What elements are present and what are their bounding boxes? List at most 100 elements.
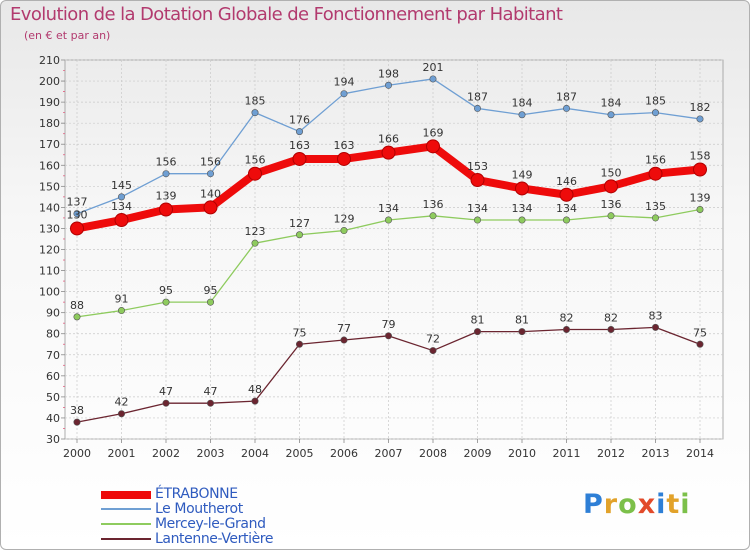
point-etrabonne — [159, 202, 173, 217]
point-etrabonne — [693, 162, 707, 177]
point-lantenne-vertiere — [518, 328, 526, 336]
x-tick-label: 2014 — [686, 447, 714, 460]
y-tick-label: 90 — [46, 307, 60, 320]
data-label-mercey-le-grand: 95 — [159, 284, 173, 297]
point-lantenne-vertiere — [118, 410, 126, 418]
y-tick-label: 150 — [39, 180, 60, 193]
y-tick-label: 140 — [39, 201, 60, 214]
data-label-le-moutherot: 156 — [156, 156, 177, 169]
data-label-le-moutherot: 198 — [378, 67, 399, 80]
point-le-moutherot — [518, 111, 526, 119]
legend-item-mercey-le-grand: Mercey-le-Grand — [101, 516, 341, 532]
data-label-etrabonne: 163 — [289, 139, 310, 152]
data-label-lantenne-vertiere: 82 — [604, 312, 618, 325]
logo-letter: i — [680, 489, 691, 520]
point-le-moutherot — [295, 128, 303, 136]
y-tick-label: 130 — [39, 222, 60, 235]
data-label-mercey-le-grand: 95 — [204, 284, 218, 297]
point-mercey-le-grand — [429, 212, 437, 220]
data-label-lantenne-vertiere: 38 — [70, 404, 84, 417]
data-label-lantenne-vertiere: 79 — [382, 318, 396, 331]
y-tick-label: 190 — [39, 96, 60, 109]
data-label-etrabonne: 158 — [690, 149, 711, 162]
point-lantenne-vertiere — [207, 399, 215, 407]
data-label-lantenne-vertiere: 75 — [693, 326, 707, 339]
y-tick-label: 170 — [39, 138, 60, 151]
point-le-moutherot — [162, 170, 170, 178]
data-label-lantenne-vertiere: 81 — [515, 314, 529, 327]
data-label-mercey-le-grand: 136 — [423, 198, 444, 211]
logo-letter: x — [637, 489, 657, 520]
logo-letter: P — [583, 489, 604, 520]
point-le-moutherot — [251, 109, 259, 117]
data-label-le-moutherot: 185 — [645, 95, 666, 108]
point-le-moutherot — [207, 170, 215, 178]
point-lantenne-vertiere — [651, 323, 659, 331]
point-mercey-le-grand — [651, 214, 659, 222]
data-label-le-moutherot: 187 — [467, 90, 488, 103]
x-tick-label: 2009 — [464, 447, 492, 460]
legend-item-etrabonne: ÉTRABONNE — [101, 486, 341, 502]
data-label-lantenne-vertiere: 77 — [337, 322, 351, 335]
data-label-le-moutherot: 145 — [111, 179, 132, 192]
data-label-mercey-le-grand: 127 — [289, 217, 310, 230]
x-tick-label: 2012 — [597, 447, 625, 460]
point-etrabonne — [648, 166, 663, 181]
point-lantenne-vertiere — [73, 418, 81, 426]
data-label-lantenne-vertiere: 47 — [204, 385, 218, 398]
chart-subtitle: (en € et par an) — [24, 29, 111, 42]
point-lantenne-vertiere — [295, 340, 303, 348]
legend-label-mercey-le-grand: Mercey-le-Grand — [155, 516, 266, 532]
legend-item-lantenne-vertiere: Lantenne-Vertière — [101, 531, 341, 547]
point-etrabonne — [559, 187, 574, 202]
data-label-etrabonne: 153 — [467, 160, 488, 173]
point-lantenne-vertiere — [696, 340, 704, 348]
point-le-moutherot — [73, 210, 81, 218]
point-etrabonne — [292, 151, 307, 166]
data-label-etrabonne: 150 — [601, 166, 622, 179]
data-label-lantenne-vertiere: 72 — [426, 333, 440, 346]
data-label-etrabonne: 163 — [334, 139, 355, 152]
point-le-moutherot — [429, 75, 437, 83]
data-label-lantenne-vertiere: 42 — [115, 396, 129, 409]
point-lantenne-vertiere — [562, 326, 570, 334]
data-label-lantenne-vertiere: 75 — [293, 326, 307, 339]
point-mercey-le-grand — [295, 231, 303, 239]
x-tick-label: 2000 — [63, 447, 91, 460]
point-mercey-le-grand — [696, 205, 704, 213]
legend-swatch-lantenne-vertiere — [101, 538, 151, 540]
data-label-mercey-le-grand: 129 — [334, 213, 355, 226]
data-label-mercey-le-grand: 91 — [115, 293, 129, 306]
y-tick-label: 210 — [39, 54, 60, 67]
point-lantenne-vertiere — [607, 326, 615, 334]
x-tick-label: 2008 — [419, 447, 447, 460]
point-lantenne-vertiere — [429, 347, 437, 355]
point-mercey-le-grand — [73, 313, 81, 321]
data-label-etrabonne: 130 — [67, 208, 88, 221]
data-label-le-moutherot: 185 — [245, 95, 266, 108]
point-mercey-le-grand — [162, 298, 170, 306]
x-tick-label: 2011 — [553, 447, 581, 460]
point-etrabonne — [381, 145, 396, 160]
data-label-mercey-le-grand: 139 — [690, 191, 711, 204]
legend-label-etrabonne: ÉTRABONNE — [155, 486, 238, 502]
data-label-mercey-le-grand: 134 — [556, 202, 577, 215]
y-tick-label: 40 — [46, 412, 60, 425]
point-lantenne-vertiere — [384, 332, 392, 340]
point-le-moutherot — [384, 81, 392, 89]
point-etrabonne — [426, 139, 440, 154]
y-tick-label: 180 — [39, 117, 60, 130]
data-label-etrabonne: 140 — [200, 187, 221, 200]
x-tick-label: 2013 — [642, 447, 670, 460]
point-mercey-le-grand — [384, 216, 392, 224]
data-label-lantenne-vertiere: 82 — [560, 312, 574, 325]
y-tick-label: 200 — [39, 75, 60, 88]
proxiti-logo: Proxiti — [583, 489, 691, 520]
data-label-mercey-le-grand: 134 — [512, 202, 533, 215]
point-le-moutherot — [562, 104, 570, 112]
point-etrabonne — [114, 213, 129, 228]
point-etrabonne — [604, 179, 618, 194]
x-tick-label: 2001 — [108, 447, 136, 460]
logo-letter: i — [656, 489, 667, 520]
